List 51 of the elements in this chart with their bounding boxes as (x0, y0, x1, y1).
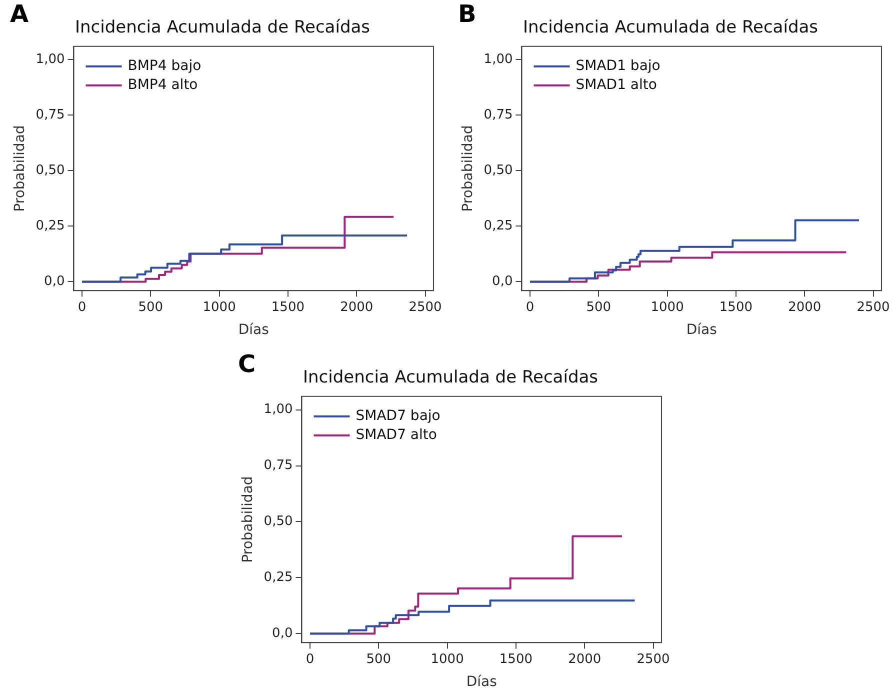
legend-label: SMAD1 alto (576, 77, 657, 94)
legend-label: SMAD7 alto (356, 427, 437, 444)
y-tick-label: 0,25 (36, 218, 65, 234)
x-tick-label: 500 (586, 300, 612, 315)
y-tick-label: 0,50 (484, 163, 513, 178)
x-axis-title: Días (686, 322, 717, 338)
x-tick-label: 2500 (636, 652, 670, 667)
legend-label: SMAD1 bajo (576, 58, 660, 74)
x-axis-title: Días (466, 674, 497, 690)
chart-title: Incidencia Acumulada de Recaídas (522, 18, 818, 38)
y-tick-label: 0,0 (492, 274, 513, 290)
y-axis-title: Probabilidad (460, 125, 476, 212)
legend-label: BMP4 bajo (128, 58, 202, 74)
y-tick-label: 0,75 (36, 108, 65, 123)
x-tick-label: 1000 (202, 300, 236, 315)
x-tick-label: 0 (78, 300, 86, 315)
text: B (458, 0, 476, 28)
text: C (238, 350, 256, 378)
y-tick-label: 0,75 (264, 458, 293, 474)
y-axis-title: Probabilidad (12, 125, 28, 212)
y-tick-label: 1,00 (36, 52, 65, 68)
x-tick-label: 1500 (719, 300, 753, 315)
x-tick-label: 1000 (650, 300, 684, 315)
x-tick-label: 500 (138, 300, 164, 315)
y-tick-label: 0,75 (484, 108, 513, 123)
y-axis-title: Probabilidad (240, 476, 256, 563)
x-tick-label: 1500 (271, 300, 305, 315)
legend-label: SMAD7 bajo (356, 408, 440, 424)
y-tick-label: 0,0 (272, 626, 293, 642)
y-tick-label: 1,00 (484, 52, 513, 68)
x-tick-label: 0 (306, 652, 314, 667)
text: A (10, 0, 29, 28)
x-tick-label: 2000 (568, 652, 602, 667)
x-axis-title: Días (238, 322, 269, 338)
chart-title: Incidencia Acumulada de Recaídas (302, 368, 598, 388)
x-tick-label: 2500 (408, 300, 442, 315)
x-tick-label: 0 (526, 300, 534, 315)
chart-title: Incidencia Acumulada de Recaídas (74, 18, 370, 38)
y-tick-label: 0,25 (264, 570, 293, 586)
x-tick-label: 1500 (499, 652, 533, 667)
x-tick-label: 2000 (340, 300, 374, 315)
x-tick-label: 2000 (788, 300, 822, 315)
y-tick-label: 0,50 (36, 163, 65, 178)
y-tick-label: 0,50 (264, 514, 293, 530)
x-tick-label: 500 (366, 652, 392, 667)
y-tick-label: 1,00 (264, 402, 293, 418)
y-tick-label: 0,25 (484, 218, 513, 234)
x-tick-label: 1000 (430, 652, 464, 667)
y-tick-label: 0,0 (44, 274, 65, 290)
legend-label: BMP4 alto (128, 77, 198, 94)
x-tick-label: 2500 (856, 300, 890, 315)
